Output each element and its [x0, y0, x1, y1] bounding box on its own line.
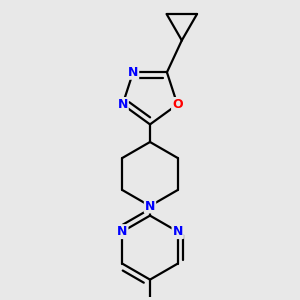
Text: N: N: [117, 225, 128, 238]
Text: N: N: [117, 98, 128, 111]
Text: N: N: [172, 225, 183, 238]
Text: O: O: [172, 98, 183, 111]
Text: N: N: [128, 66, 138, 79]
Text: N: N: [145, 200, 155, 212]
